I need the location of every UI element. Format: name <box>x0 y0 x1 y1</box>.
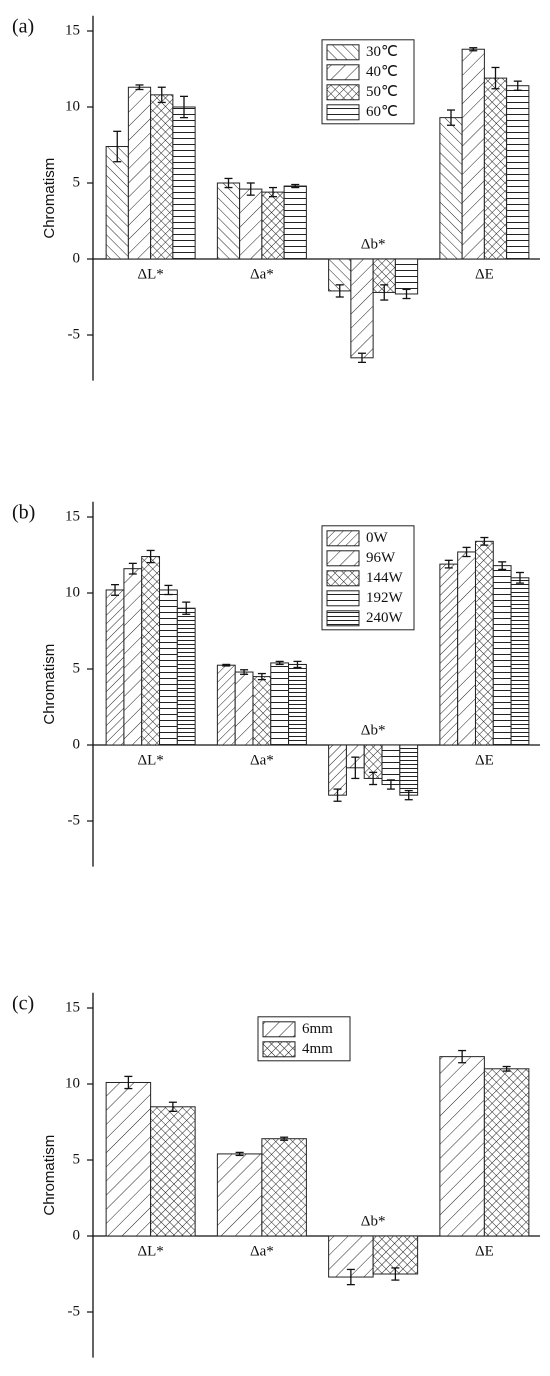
panel: (a) Chromatism -5 0 5 10 15 ΔL* Δa* Δb* ΔE 30℃ 40℃ 50… <box>12 15 540 381</box>
legend-label: 4mm <box>302 1041 333 1057</box>
y-tick-label: 0 <box>73 1227 81 1243</box>
bar <box>176 607 196 746</box>
legend-label: 192W <box>366 590 404 606</box>
y-tick-label: 0 <box>73 736 81 752</box>
bar <box>283 185 307 260</box>
bar <box>216 182 241 260</box>
bar <box>474 540 494 746</box>
bar <box>394 258 419 295</box>
y-tick-label: 0 <box>73 250 81 266</box>
y-tick-label: 10 <box>65 584 80 600</box>
y-tick-label: 15 <box>65 508 80 524</box>
bar <box>350 258 374 359</box>
legend-swatch <box>326 84 360 101</box>
y-tick-label: 10 <box>65 1075 80 1091</box>
x-tick-label: ΔL* <box>137 266 163 282</box>
x-tick-label: ΔL* <box>137 752 163 768</box>
bar <box>270 662 290 746</box>
legend-label: 144W <box>366 570 404 586</box>
y-tick-label: 15 <box>65 22 80 38</box>
legend-label: 6mm <box>302 1021 333 1037</box>
bar <box>439 1056 485 1237</box>
legend-label: 240W <box>366 610 404 626</box>
x-tick-label: Δb* <box>361 236 386 252</box>
bar <box>234 671 254 746</box>
legend-label: 60℃ <box>366 104 398 120</box>
bar <box>483 1068 530 1237</box>
y-tick-label: -5 <box>68 326 81 342</box>
bar <box>506 85 530 260</box>
bar <box>172 106 196 260</box>
y-axis-label: Chromatism <box>41 158 58 239</box>
panel: (b) Chromatism -5 0 5 10 15 ΔL* Δa* Δb* ΔE 0W 96W 144… <box>12 501 540 867</box>
panel-label: (a) <box>12 15 34 37</box>
y-tick-label: 5 <box>73 660 81 676</box>
bar <box>105 1081 152 1237</box>
x-tick-label: ΔE <box>475 1243 494 1259</box>
y-tick-label: 15 <box>65 999 80 1015</box>
bar <box>457 551 476 746</box>
panel: (c) Chromatism -5 0 5 10 15 ΔL* Δa* Δb* ΔE 6mm 4mm <box>12 992 540 1358</box>
legend-label: 0W <box>366 530 389 546</box>
bar <box>492 565 512 746</box>
legend-swatch <box>326 550 360 567</box>
y-tick-label: 5 <box>73 174 81 190</box>
bar <box>510 577 530 746</box>
legend-swatch <box>326 610 360 627</box>
bar <box>252 676 272 746</box>
legend-swatch <box>262 1041 296 1058</box>
x-tick-label: ΔE <box>475 266 494 282</box>
bar <box>216 664 236 746</box>
bar <box>261 1138 307 1237</box>
y-tick-label: 10 <box>65 98 80 114</box>
bar <box>399 744 419 796</box>
legend-swatch <box>326 64 360 81</box>
legend-label: 30℃ <box>366 44 398 60</box>
x-tick-label: Δa* <box>250 752 274 768</box>
legend-swatch <box>326 570 360 587</box>
panel-label: (b) <box>12 501 35 523</box>
bar <box>439 563 459 746</box>
y-axis-label: Chromatism <box>41 1135 58 1216</box>
x-tick-label: Δb* <box>361 722 386 738</box>
bar <box>461 48 485 260</box>
legend-swatch <box>326 104 360 121</box>
bar <box>141 556 161 746</box>
bar <box>150 94 174 260</box>
y-tick-label: -5 <box>68 1303 81 1319</box>
legend-label: 96W <box>366 550 396 566</box>
bar <box>123 568 143 746</box>
x-tick-label: ΔL* <box>137 1243 163 1259</box>
y-tick-label: 5 <box>73 1151 81 1167</box>
bar <box>216 1153 263 1237</box>
bar <box>288 663 307 746</box>
bar <box>483 77 508 260</box>
y-tick-label: -5 <box>68 812 81 828</box>
legend-swatch <box>326 530 360 547</box>
bar <box>328 744 347 796</box>
legend-swatch <box>326 44 360 61</box>
x-tick-label: Δa* <box>250 266 274 282</box>
legend-label: 50℃ <box>366 84 398 100</box>
bar <box>127 86 152 260</box>
x-tick-label: Δa* <box>250 1243 274 1259</box>
x-tick-label: Δb* <box>361 1213 386 1229</box>
bar <box>150 1106 196 1237</box>
legend-label: 40℃ <box>366 64 398 80</box>
bar <box>381 744 401 786</box>
panel-label: (c) <box>12 992 34 1014</box>
bar <box>105 146 129 260</box>
y-axis-label: Chromatism <box>41 644 58 725</box>
x-tick-label: ΔE <box>475 752 494 768</box>
bar <box>261 191 285 260</box>
bar <box>159 589 178 746</box>
legend-swatch <box>262 1021 296 1038</box>
legend-swatch <box>326 590 360 607</box>
bar <box>439 117 463 260</box>
bar <box>239 188 263 260</box>
bar <box>105 589 125 746</box>
